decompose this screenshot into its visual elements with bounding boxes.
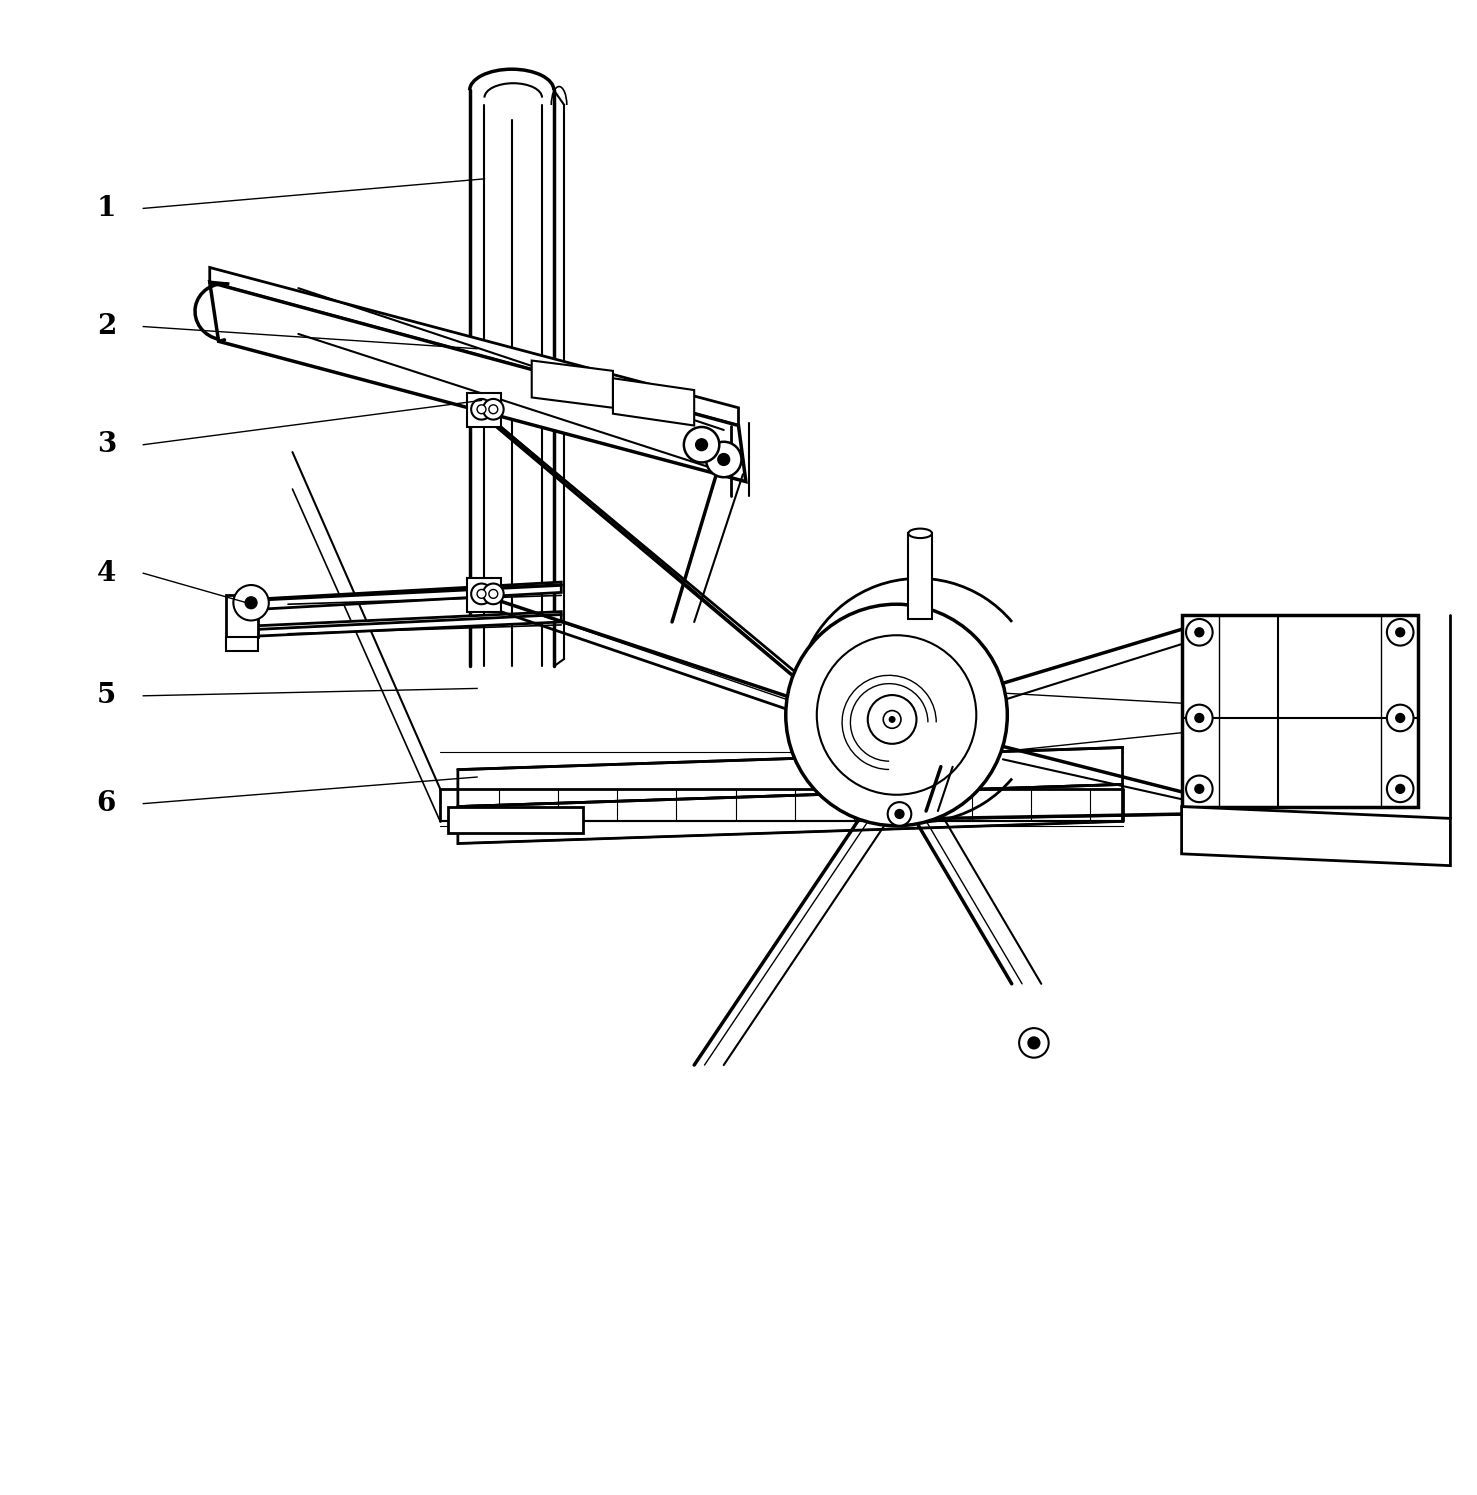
Circle shape xyxy=(1396,785,1405,794)
Polygon shape xyxy=(244,611,561,637)
Circle shape xyxy=(489,589,498,598)
Circle shape xyxy=(888,803,911,825)
Circle shape xyxy=(1186,776,1213,803)
Circle shape xyxy=(889,716,895,722)
Polygon shape xyxy=(532,360,613,408)
Circle shape xyxy=(684,428,719,462)
Circle shape xyxy=(471,399,492,420)
Circle shape xyxy=(706,441,741,477)
Circle shape xyxy=(483,399,504,420)
Polygon shape xyxy=(448,807,583,833)
Polygon shape xyxy=(210,283,746,481)
Polygon shape xyxy=(226,637,258,652)
Circle shape xyxy=(1186,704,1213,731)
Circle shape xyxy=(1396,628,1405,637)
Circle shape xyxy=(696,440,707,450)
Circle shape xyxy=(1195,785,1204,794)
Text: 3: 3 xyxy=(96,431,117,457)
Circle shape xyxy=(233,585,269,620)
Polygon shape xyxy=(467,393,501,428)
Circle shape xyxy=(786,604,1007,825)
Circle shape xyxy=(895,809,904,818)
Circle shape xyxy=(1028,1038,1040,1049)
Polygon shape xyxy=(467,577,501,611)
Circle shape xyxy=(1387,704,1413,731)
Text: 5: 5 xyxy=(96,682,117,709)
Circle shape xyxy=(1387,619,1413,646)
Polygon shape xyxy=(613,378,694,426)
Polygon shape xyxy=(244,582,561,610)
Circle shape xyxy=(471,583,492,604)
Circle shape xyxy=(245,597,257,608)
Circle shape xyxy=(1186,619,1213,646)
Polygon shape xyxy=(458,748,1123,807)
Circle shape xyxy=(1019,1029,1049,1057)
Polygon shape xyxy=(1182,807,1450,866)
Text: 6: 6 xyxy=(96,791,117,818)
Circle shape xyxy=(1195,628,1204,637)
Circle shape xyxy=(718,453,730,465)
Circle shape xyxy=(489,405,498,414)
Polygon shape xyxy=(458,785,1123,843)
Ellipse shape xyxy=(908,529,932,538)
Circle shape xyxy=(1387,776,1413,803)
Circle shape xyxy=(867,695,916,745)
Polygon shape xyxy=(226,595,258,637)
Text: 4: 4 xyxy=(96,559,117,586)
Circle shape xyxy=(1396,713,1405,722)
Circle shape xyxy=(817,635,976,795)
Circle shape xyxy=(477,589,486,598)
Circle shape xyxy=(1195,713,1204,722)
Text: 1: 1 xyxy=(96,194,117,221)
Circle shape xyxy=(477,405,486,414)
Polygon shape xyxy=(908,534,932,619)
Polygon shape xyxy=(1182,614,1418,807)
Circle shape xyxy=(483,583,504,604)
Polygon shape xyxy=(210,268,738,426)
Circle shape xyxy=(883,710,901,728)
Text: 2: 2 xyxy=(96,312,117,339)
